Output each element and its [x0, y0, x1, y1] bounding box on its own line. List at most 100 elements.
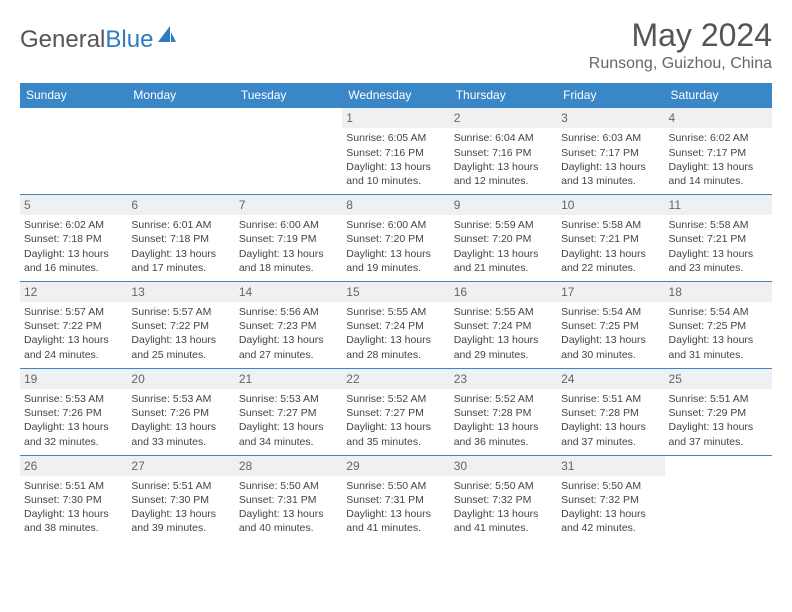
daylight-text: Daylight: 13 hours and 14 minutes.	[669, 160, 768, 188]
calendar-cell: 1Sunrise: 6:05 AMSunset: 7:16 PMDaylight…	[342, 108, 449, 195]
calendar-cell: 12Sunrise: 5:57 AMSunset: 7:22 PMDayligh…	[20, 281, 127, 368]
daylight-text: Daylight: 13 hours and 40 minutes.	[239, 507, 338, 535]
calendar-cell: 9Sunrise: 5:59 AMSunset: 7:20 PMDaylight…	[450, 195, 557, 282]
day-number: 2	[450, 108, 557, 128]
calendar-cell: 4Sunrise: 6:02 AMSunset: 7:17 PMDaylight…	[665, 108, 772, 195]
calendar-body: 1Sunrise: 6:05 AMSunset: 7:16 PMDaylight…	[20, 108, 772, 542]
sunset-text: Sunset: 7:24 PM	[346, 319, 445, 333]
sunrise-text: Sunrise: 5:58 AM	[561, 218, 660, 232]
daylight-text: Daylight: 13 hours and 33 minutes.	[131, 420, 230, 448]
day-number: 20	[127, 369, 234, 389]
weekday-header: Sunday	[20, 83, 127, 108]
sunset-text: Sunset: 7:26 PM	[24, 406, 123, 420]
calendar-cell: 25Sunrise: 5:51 AMSunset: 7:29 PMDayligh…	[665, 368, 772, 455]
sunrise-text: Sunrise: 5:51 AM	[24, 479, 123, 493]
daylight-text: Daylight: 13 hours and 31 minutes.	[669, 333, 768, 361]
sunrise-text: Sunrise: 5:50 AM	[239, 479, 338, 493]
sunrise-text: Sunrise: 6:05 AM	[346, 131, 445, 145]
sunrise-text: Sunrise: 6:00 AM	[239, 218, 338, 232]
header: GeneralBlue May 2024 Runsong, Guizhou, C…	[20, 18, 772, 73]
daylight-text: Daylight: 13 hours and 41 minutes.	[346, 507, 445, 535]
sunrise-text: Sunrise: 5:57 AM	[24, 305, 123, 319]
sunset-text: Sunset: 7:17 PM	[561, 146, 660, 160]
title-block: May 2024 Runsong, Guizhou, China	[589, 18, 772, 73]
brand-text-b: Blue	[105, 26, 153, 53]
daylight-text: Daylight: 13 hours and 30 minutes.	[561, 333, 660, 361]
sunset-text: Sunset: 7:22 PM	[131, 319, 230, 333]
brand-text-a: General	[20, 26, 105, 53]
calendar-week: 26Sunrise: 5:51 AMSunset: 7:30 PMDayligh…	[20, 455, 772, 541]
sunrise-text: Sunrise: 6:03 AM	[561, 131, 660, 145]
weekday-header: Thursday	[450, 83, 557, 108]
day-number: 1	[342, 108, 449, 128]
calendar-cell	[665, 455, 772, 541]
day-number: 11	[665, 195, 772, 215]
sunrise-text: Sunrise: 5:52 AM	[454, 392, 553, 406]
sunset-text: Sunset: 7:27 PM	[346, 406, 445, 420]
day-number: 4	[665, 108, 772, 128]
calendar-cell	[235, 108, 342, 195]
daylight-text: Daylight: 13 hours and 39 minutes.	[131, 507, 230, 535]
sunset-text: Sunset: 7:16 PM	[454, 146, 553, 160]
day-number: 30	[450, 456, 557, 476]
daylight-text: Daylight: 13 hours and 38 minutes.	[24, 507, 123, 535]
calendar-cell: 10Sunrise: 5:58 AMSunset: 7:21 PMDayligh…	[557, 195, 664, 282]
sunrise-text: Sunrise: 5:54 AM	[669, 305, 768, 319]
daylight-text: Daylight: 13 hours and 21 minutes.	[454, 247, 553, 275]
day-number: 22	[342, 369, 449, 389]
sunset-text: Sunset: 7:23 PM	[239, 319, 338, 333]
daylight-text: Daylight: 13 hours and 29 minutes.	[454, 333, 553, 361]
sunrise-text: Sunrise: 5:51 AM	[561, 392, 660, 406]
sunrise-text: Sunrise: 6:00 AM	[346, 218, 445, 232]
day-number: 26	[20, 456, 127, 476]
day-number: 23	[450, 369, 557, 389]
day-number: 10	[557, 195, 664, 215]
day-number: 12	[20, 282, 127, 302]
sunrise-text: Sunrise: 5:58 AM	[669, 218, 768, 232]
day-number: 17	[557, 282, 664, 302]
brand-text: GeneralBlue	[20, 26, 153, 54]
calendar-cell: 23Sunrise: 5:52 AMSunset: 7:28 PMDayligh…	[450, 368, 557, 455]
sunset-text: Sunset: 7:20 PM	[454, 232, 553, 246]
sunset-text: Sunset: 7:32 PM	[561, 493, 660, 507]
brand-sail-icon	[156, 24, 178, 46]
daylight-text: Daylight: 13 hours and 16 minutes.	[24, 247, 123, 275]
day-number: 27	[127, 456, 234, 476]
daylight-text: Daylight: 13 hours and 37 minutes.	[561, 420, 660, 448]
daylight-text: Daylight: 13 hours and 13 minutes.	[561, 160, 660, 188]
calendar-cell: 28Sunrise: 5:50 AMSunset: 7:31 PMDayligh…	[235, 455, 342, 541]
sunset-text: Sunset: 7:30 PM	[131, 493, 230, 507]
sunset-text: Sunset: 7:31 PM	[346, 493, 445, 507]
day-number: 29	[342, 456, 449, 476]
calendar-cell: 2Sunrise: 6:04 AMSunset: 7:16 PMDaylight…	[450, 108, 557, 195]
sunset-text: Sunset: 7:27 PM	[239, 406, 338, 420]
sunrise-text: Sunrise: 6:01 AM	[131, 218, 230, 232]
weekday-header: Friday	[557, 83, 664, 108]
sunrise-text: Sunrise: 5:57 AM	[131, 305, 230, 319]
sunrise-text: Sunrise: 5:54 AM	[561, 305, 660, 319]
sunrise-text: Sunrise: 6:02 AM	[669, 131, 768, 145]
calendar-cell: 31Sunrise: 5:50 AMSunset: 7:32 PMDayligh…	[557, 455, 664, 541]
calendar-cell: 20Sunrise: 5:53 AMSunset: 7:26 PMDayligh…	[127, 368, 234, 455]
daylight-text: Daylight: 13 hours and 27 minutes.	[239, 333, 338, 361]
day-number: 5	[20, 195, 127, 215]
calendar-cell: 8Sunrise: 6:00 AMSunset: 7:20 PMDaylight…	[342, 195, 449, 282]
daylight-text: Daylight: 13 hours and 10 minutes.	[346, 160, 445, 188]
calendar-table: SundayMondayTuesdayWednesdayThursdayFrid…	[20, 83, 772, 541]
day-number: 8	[342, 195, 449, 215]
daylight-text: Daylight: 13 hours and 41 minutes.	[454, 507, 553, 535]
sunset-text: Sunset: 7:28 PM	[454, 406, 553, 420]
day-number: 19	[20, 369, 127, 389]
weekday-header: Saturday	[665, 83, 772, 108]
day-number: 24	[557, 369, 664, 389]
sunset-text: Sunset: 7:20 PM	[346, 232, 445, 246]
sunset-text: Sunset: 7:24 PM	[454, 319, 553, 333]
calendar-cell: 14Sunrise: 5:56 AMSunset: 7:23 PMDayligh…	[235, 281, 342, 368]
sunset-text: Sunset: 7:32 PM	[454, 493, 553, 507]
calendar-cell: 6Sunrise: 6:01 AMSunset: 7:18 PMDaylight…	[127, 195, 234, 282]
daylight-text: Daylight: 13 hours and 17 minutes.	[131, 247, 230, 275]
daylight-text: Daylight: 13 hours and 35 minutes.	[346, 420, 445, 448]
weekday-header: Wednesday	[342, 83, 449, 108]
daylight-text: Daylight: 13 hours and 12 minutes.	[454, 160, 553, 188]
calendar-cell: 3Sunrise: 6:03 AMSunset: 7:17 PMDaylight…	[557, 108, 664, 195]
